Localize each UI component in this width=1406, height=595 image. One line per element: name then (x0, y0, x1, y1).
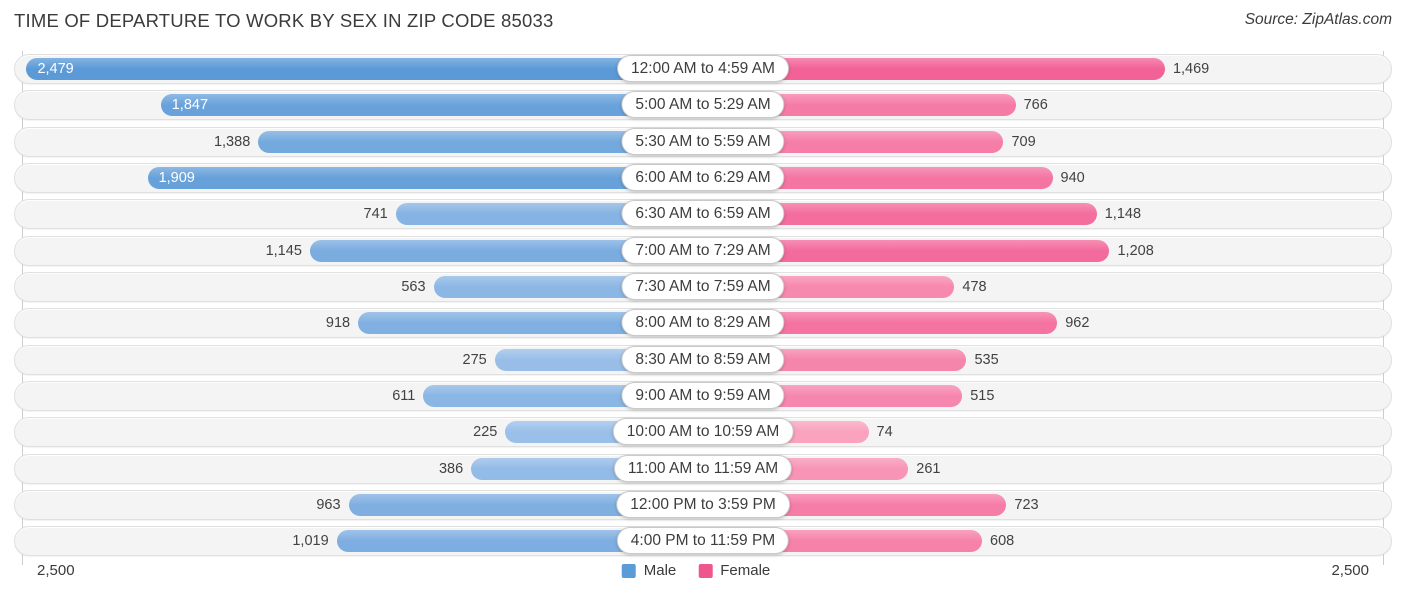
category-pill: 6:30 AM to 6:59 AM (621, 200, 785, 228)
male-value-label: 918 (325, 315, 351, 332)
chart-row: 963 723 12:00 PM to 3:59 PM (14, 490, 1392, 521)
male-bar (147, 167, 703, 190)
male-value-label: 1,388 (213, 133, 251, 150)
male-value-label: 741 (363, 206, 388, 223)
female-value-label: 535 (974, 351, 999, 368)
male-value-label: 1,909 (158, 170, 195, 187)
chart-row: 1,019 608 4:00 PM to 11:59 PM (14, 526, 1392, 557)
left-axis-line (22, 51, 23, 565)
male-value-label: 963 (316, 497, 341, 514)
chart-title: TIME OF DEPARTURE TO WORK BY SEX IN ZIP … (14, 10, 554, 31)
chart-row: 1,909 940 6:00 AM to 6:29 AM (14, 163, 1392, 194)
male-bar (309, 239, 703, 262)
chart-row: 1,388 709 5:30 AM to 5:59 AM (14, 126, 1392, 157)
chart-row: 611 515 9:00 AM to 9:59 AM (14, 381, 1392, 412)
male-value-label: 611 (392, 388, 416, 405)
female-value-label: 940 (1060, 170, 1085, 187)
legend-male-swatch (621, 564, 636, 578)
female-value-label: 766 (1023, 97, 1048, 114)
male-bar (348, 494, 703, 517)
category-pill: 5:30 AM to 5:59 AM (621, 127, 785, 155)
female-bar (703, 167, 1053, 190)
chart-rows: 2,479 1,469 12:00 AM to 4:59 AM 1,847 766 5:0… (14, 54, 1392, 557)
category-pill: 8:00 AM to 8:29 AM (621, 309, 785, 337)
chart-area: 2,479 1,469 12:00 AM to 4:59 AM 1,847 766 5:0… (14, 51, 1392, 565)
legend-female-label: Female (720, 562, 771, 579)
category-pill: 10:00 AM to 10:59 AM (612, 418, 794, 446)
female-value-label: 723 (1014, 497, 1039, 514)
right-axis-max-label: 2,500 (1331, 562, 1369, 579)
chart-row: 2,479 1,469 12:00 AM to 4:59 AM (14, 54, 1392, 84)
female-value-label: 608 (990, 533, 1015, 550)
male-bar (336, 530, 703, 553)
chart-footer: 2,500 Male Female 2,500 (14, 559, 1392, 585)
female-value-label: 1,148 (1104, 206, 1142, 223)
female-value-label: 478 (962, 279, 987, 296)
female-value-label: 261 (916, 460, 941, 477)
category-pill: 9:00 AM to 9:59 AM (621, 382, 785, 410)
male-value-label: 1,145 (265, 242, 302, 259)
category-pill: 7:00 AM to 7:29 AM (621, 236, 785, 264)
header: TIME OF DEPARTURE TO WORK BY SEX IN ZIP … (0, 0, 1406, 46)
female-bar (703, 312, 1058, 335)
legend-female-swatch (698, 564, 713, 578)
legend: Male Female (621, 559, 785, 583)
category-pill: 12:00 PM to 3:59 PM (616, 491, 790, 519)
category-pill: 11:00 AM to 11:59 AM (613, 454, 793, 482)
male-value-label: 1,847 (171, 97, 209, 114)
female-bar (703, 203, 1097, 226)
legend-male-label: Male (643, 562, 677, 579)
male-value-label: 1,019 (292, 533, 329, 550)
source-credit: Source: ZipAtlas.com (1244, 11, 1392, 28)
category-pill: 8:30 AM to 8:59 AM (621, 345, 785, 373)
female-value-label: 709 (1011, 133, 1036, 150)
chart-row: 1,145 1,208 7:00 AM to 7:29 AM (14, 235, 1392, 266)
category-pill: 6:00 AM to 6:29 AM (621, 164, 785, 192)
female-value-label: 1,469 (1172, 61, 1210, 77)
male-bar (258, 130, 703, 153)
category-pill: 12:00 AM to 4:59 AM (617, 55, 789, 82)
male-value-label: 386 (438, 460, 464, 477)
male-value-label: 563 (401, 279, 426, 296)
category-pill: 4:00 PM to 11:59 PM (616, 527, 790, 555)
male-value-label: 275 (462, 351, 487, 368)
male-value-label: 2,479 (37, 61, 74, 77)
female-value-label: 515 (970, 388, 995, 405)
chart-row: 386 261 11:00 AM to 11:59 AM (14, 453, 1392, 484)
female-bar (703, 58, 1165, 80)
male-bar (26, 58, 703, 80)
chart-row: 741 1,148 6:30 AM to 6:59 AM (14, 199, 1392, 230)
chart-row: 563 478 7:30 AM to 7:59 AM (14, 272, 1392, 303)
male-value-label: 225 (473, 424, 498, 441)
chart-row: 275 535 8:30 AM to 8:59 AM (14, 344, 1392, 375)
male-bar (160, 94, 703, 117)
female-value-label: 74 (876, 424, 893, 441)
female-value-label: 1,208 (1117, 242, 1154, 259)
category-pill: 5:00 AM to 5:29 AM (621, 91, 785, 119)
female-value-label: 962 (1065, 315, 1090, 332)
female-bar (703, 239, 1110, 262)
chart-row: 1,847 766 5:00 AM to 5:29 AM (14, 90, 1392, 121)
male-bar (358, 312, 703, 335)
chart-row: 918 962 8:00 AM to 8:29 AM (14, 308, 1392, 339)
chart-row: 225 74 10:00 AM to 10:59 AM (14, 417, 1392, 448)
category-pill: 7:30 AM to 7:59 AM (621, 273, 785, 301)
right-axis-line (1383, 51, 1384, 565)
left-axis-max-label: 2,500 (37, 562, 75, 579)
